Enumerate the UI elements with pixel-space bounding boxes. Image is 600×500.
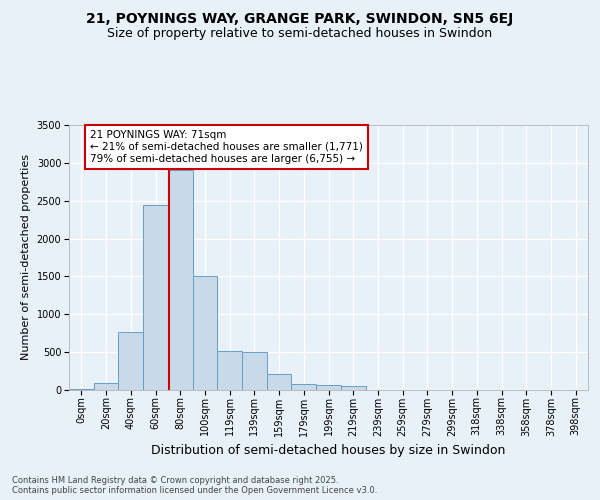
- Bar: [267, 374, 292, 390]
- Bar: [242, 352, 267, 390]
- Bar: [69, 389, 94, 390]
- Y-axis label: Number of semi-detached properties: Number of semi-detached properties: [21, 154, 31, 360]
- Text: Contains HM Land Registry data © Crown copyright and database right 2025.
Contai: Contains HM Land Registry data © Crown c…: [12, 476, 377, 495]
- Bar: [341, 386, 365, 390]
- Bar: [316, 386, 341, 390]
- Bar: [118, 332, 143, 390]
- Bar: [217, 352, 242, 390]
- Text: 21, POYNINGS WAY, GRANGE PARK, SWINDON, SN5 6EJ: 21, POYNINGS WAY, GRANGE PARK, SWINDON, …: [86, 12, 514, 26]
- Bar: [143, 204, 168, 390]
- Text: Size of property relative to semi-detached houses in Swindon: Size of property relative to semi-detach…: [107, 28, 493, 40]
- Bar: [94, 383, 118, 390]
- X-axis label: Distribution of semi-detached houses by size in Swindon: Distribution of semi-detached houses by …: [151, 444, 506, 457]
- Bar: [168, 170, 193, 390]
- Bar: [292, 384, 316, 390]
- Bar: [193, 276, 217, 390]
- Text: 21 POYNINGS WAY: 71sqm
← 21% of semi-detached houses are smaller (1,771)
79% of : 21 POYNINGS WAY: 71sqm ← 21% of semi-det…: [90, 130, 362, 164]
